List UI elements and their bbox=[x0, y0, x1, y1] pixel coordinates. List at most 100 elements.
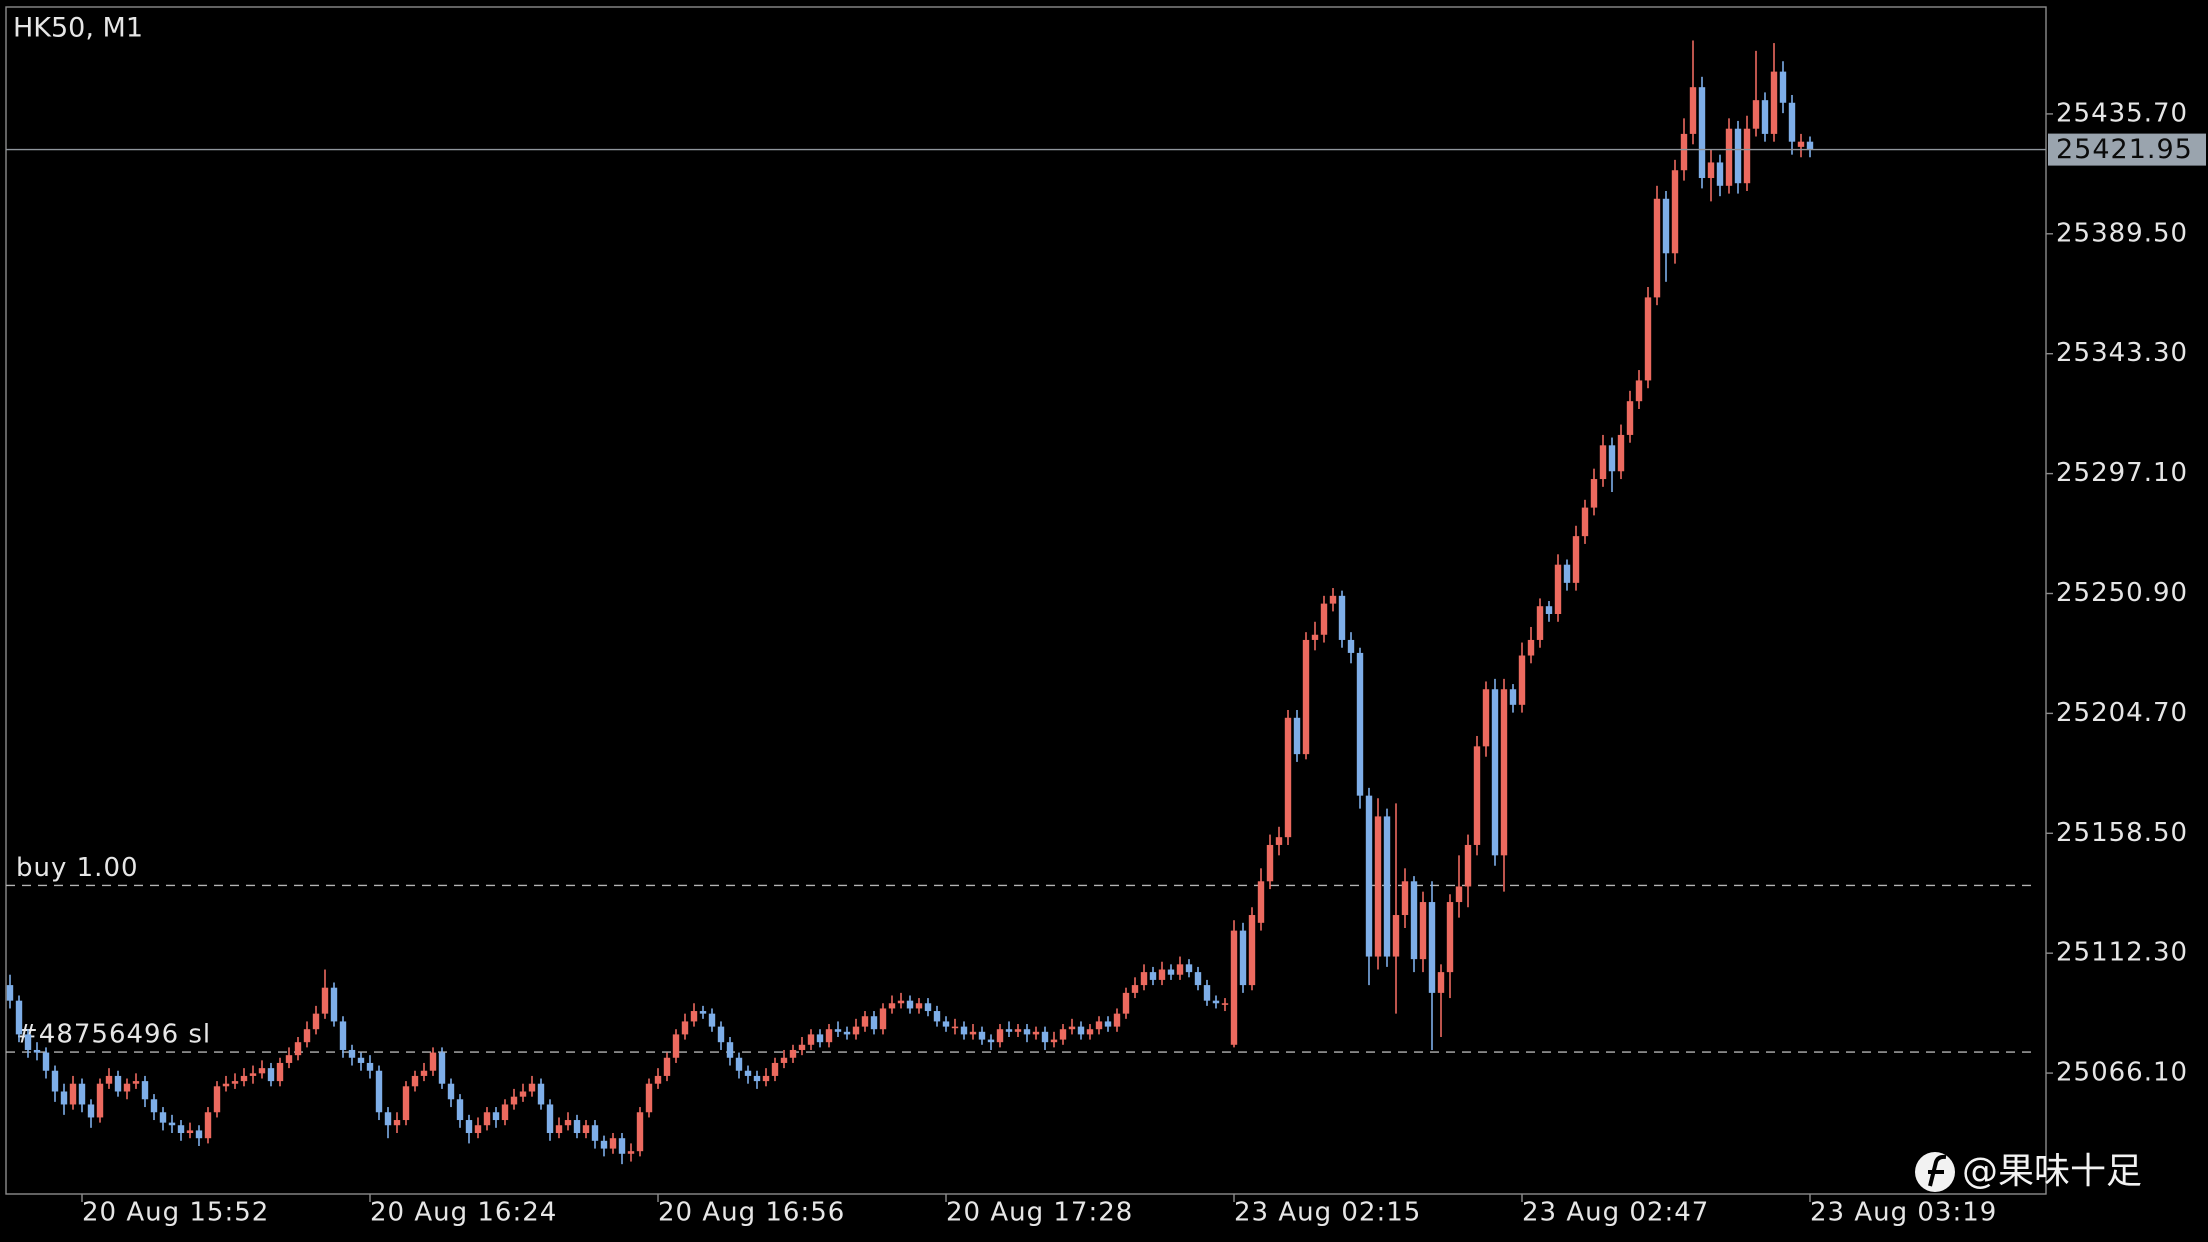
candle-body bbox=[1275, 837, 1283, 845]
candle-body bbox=[483, 1112, 491, 1126]
candle-body bbox=[708, 1013, 716, 1027]
candle-body bbox=[555, 1125, 563, 1134]
candle-body bbox=[6, 985, 14, 1001]
candle-body bbox=[987, 1039, 995, 1043]
candle-body bbox=[1662, 198, 1670, 254]
candle-body bbox=[1014, 1029, 1022, 1032]
candle-body bbox=[1500, 689, 1508, 856]
level-label: buy 1.00 bbox=[16, 853, 139, 883]
candle-body bbox=[420, 1070, 428, 1076]
candle-body bbox=[573, 1120, 581, 1134]
candle-body bbox=[456, 1099, 464, 1121]
candle-body bbox=[258, 1068, 266, 1074]
candle-body bbox=[591, 1125, 599, 1141]
candle-body bbox=[753, 1075, 761, 1082]
candle-body bbox=[1338, 595, 1346, 640]
x-tick-label: 20 Aug 17:28 bbox=[946, 1198, 1133, 1228]
candle-body bbox=[1131, 985, 1139, 993]
candle-body bbox=[861, 1016, 869, 1027]
candle-body bbox=[1464, 844, 1472, 887]
candle-body bbox=[69, 1083, 77, 1105]
candle-body bbox=[204, 1112, 212, 1139]
candle-body bbox=[474, 1125, 482, 1134]
candle-body bbox=[1401, 881, 1409, 916]
candle-body bbox=[924, 1003, 932, 1012]
candle-body bbox=[87, 1104, 95, 1118]
candle-body bbox=[1212, 1000, 1220, 1004]
candle-body bbox=[870, 1016, 878, 1030]
y-tick-label: 25112.30 bbox=[2056, 938, 2188, 968]
candle-body bbox=[1419, 902, 1427, 960]
candle-body bbox=[1311, 634, 1319, 640]
candle-body bbox=[1509, 689, 1517, 705]
candle-body bbox=[1068, 1026, 1076, 1030]
candle-body bbox=[915, 1003, 923, 1009]
candle-body bbox=[735, 1057, 743, 1071]
candle-body bbox=[1635, 380, 1643, 402]
candle-body bbox=[897, 1000, 905, 1004]
candle-body bbox=[168, 1122, 176, 1126]
logo-glyph bbox=[1928, 1154, 1947, 1187]
y-tick-label: 25250.90 bbox=[2056, 578, 2188, 608]
candle-body bbox=[1554, 564, 1562, 614]
candle-body bbox=[1041, 1031, 1049, 1043]
candle-body bbox=[645, 1083, 653, 1113]
candle-body bbox=[1482, 689, 1490, 747]
candle-body bbox=[564, 1120, 572, 1126]
candle-body bbox=[699, 1011, 707, 1014]
candle-body bbox=[1374, 816, 1382, 957]
candle-body bbox=[537, 1083, 545, 1105]
level-label: #48756496 sl bbox=[16, 1020, 211, 1050]
candle-body bbox=[429, 1052, 437, 1071]
candle-body bbox=[1671, 170, 1679, 254]
candle-body bbox=[1455, 886, 1463, 903]
candle-body bbox=[798, 1044, 806, 1050]
candle-body bbox=[1572, 536, 1580, 583]
candle-body bbox=[1176, 964, 1184, 975]
candle-body bbox=[375, 1070, 383, 1113]
watermark: @果味十足 bbox=[1962, 1151, 2142, 1192]
candle-body bbox=[1707, 162, 1715, 179]
candle-body bbox=[1086, 1029, 1094, 1035]
candle-body bbox=[663, 1057, 671, 1076]
candle-body bbox=[465, 1120, 473, 1134]
candle-body bbox=[825, 1029, 833, 1043]
candle-body bbox=[780, 1057, 788, 1063]
x-tick-label: 23 Aug 02:15 bbox=[1234, 1198, 1421, 1228]
candle-body bbox=[1383, 816, 1391, 957]
candle-body bbox=[906, 1000, 914, 1009]
y-tick-label: 25158.50 bbox=[2056, 818, 2188, 848]
candle-body bbox=[78, 1083, 86, 1105]
y-tick-label: 25297.10 bbox=[2056, 458, 2188, 488]
candle-body bbox=[15, 1000, 23, 1035]
candle-body bbox=[879, 1008, 887, 1030]
candle-body bbox=[1581, 507, 1589, 537]
candle-body bbox=[24, 1034, 32, 1050]
candle-body bbox=[114, 1075, 122, 1092]
candle-body bbox=[852, 1026, 860, 1035]
plot-frame bbox=[5, 6, 2047, 1195]
candle-body bbox=[1347, 639, 1355, 653]
y-tick-label: 25389.50 bbox=[2056, 218, 2188, 248]
candle-body bbox=[1491, 689, 1499, 856]
candle-body bbox=[681, 1021, 689, 1035]
candle-body bbox=[627, 1151, 635, 1154]
candle-body bbox=[492, 1112, 500, 1121]
candle-body bbox=[1392, 915, 1400, 957]
candle-body bbox=[1689, 87, 1697, 134]
candle-body bbox=[1167, 969, 1175, 975]
candle-body bbox=[834, 1029, 842, 1032]
candle-body bbox=[1203, 985, 1211, 1001]
candle-body bbox=[1320, 603, 1328, 635]
candle-body bbox=[1122, 992, 1130, 1014]
x-tick-label: 20 Aug 16:24 bbox=[370, 1198, 557, 1228]
candle-body bbox=[672, 1034, 680, 1058]
candle-body bbox=[771, 1062, 779, 1076]
candle-body bbox=[726, 1042, 734, 1058]
candle-body bbox=[510, 1096, 518, 1105]
candle-body bbox=[1644, 297, 1652, 381]
candle-body bbox=[1716, 162, 1724, 186]
candle-body bbox=[1761, 100, 1769, 134]
candle-body bbox=[1752, 100, 1760, 129]
